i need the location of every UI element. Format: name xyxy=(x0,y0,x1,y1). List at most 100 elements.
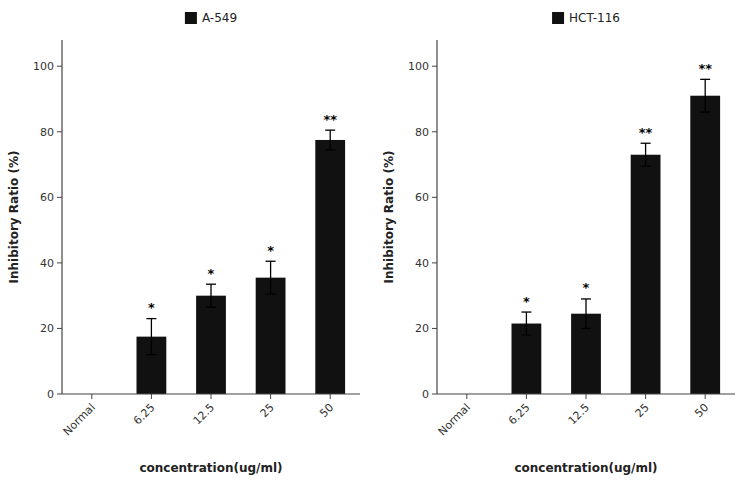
bar xyxy=(256,278,286,394)
y-axis xyxy=(436,40,437,394)
significance: * xyxy=(583,280,590,295)
y-tick-label: 80 xyxy=(40,126,54,139)
error-bar xyxy=(325,130,335,150)
significance: ** xyxy=(323,112,337,127)
error-cap xyxy=(266,293,276,294)
x-tick-label: 12.5 xyxy=(191,401,218,428)
y-tick-label: 0 xyxy=(422,388,429,401)
y-tick xyxy=(57,394,62,395)
error-stem xyxy=(330,130,331,150)
bar xyxy=(196,296,226,394)
x-tick-label: 25 xyxy=(258,401,277,420)
x-tick xyxy=(151,394,152,399)
legend-label: A-549 xyxy=(202,11,237,25)
x-tick-label: 50 xyxy=(692,401,711,420)
y-tick xyxy=(57,66,62,67)
y-tick-label: 0 xyxy=(47,388,54,401)
y-tick xyxy=(57,328,62,329)
error-cap xyxy=(521,311,531,312)
x-tick xyxy=(466,394,467,399)
error-bar xyxy=(641,143,651,166)
y-tick-label: 20 xyxy=(415,322,429,335)
significance: ** xyxy=(639,125,653,140)
error-bar xyxy=(266,261,276,294)
marks xyxy=(137,130,346,394)
error-cap xyxy=(581,298,591,299)
error-stem xyxy=(151,319,152,355)
error-cap xyxy=(325,149,335,150)
error-cap xyxy=(700,111,710,112)
legend: A-549 xyxy=(185,11,237,25)
error-cap xyxy=(146,354,156,355)
y-tick-label: 80 xyxy=(415,126,429,139)
y-tick xyxy=(432,131,437,132)
error-bar xyxy=(146,319,156,355)
error-stem xyxy=(705,79,706,112)
significance: * xyxy=(148,300,155,315)
panel: *****020406080100Normal6.2512.52550conce… xyxy=(7,11,360,475)
bar xyxy=(690,96,720,394)
y-tick-label: 20 xyxy=(40,322,54,335)
x-tick xyxy=(91,394,92,399)
legend-label: HCT-116 xyxy=(569,11,620,25)
figure: *****020406080100Normal6.2512.52550conce… xyxy=(0,0,750,499)
error-bar xyxy=(206,284,216,307)
legend-swatch xyxy=(185,12,197,24)
y-tick xyxy=(432,328,437,329)
x-tick-label: 50 xyxy=(317,401,336,420)
error-cap xyxy=(146,318,156,319)
significance: ** xyxy=(698,61,712,76)
error-cap xyxy=(266,261,276,262)
error-bar xyxy=(521,312,531,335)
error-cap xyxy=(641,143,651,144)
error-cap xyxy=(641,166,651,167)
x-tick-label: 6.25 xyxy=(506,401,533,428)
panel: ******020406080100Normal6.2512.52550conc… xyxy=(382,11,735,475)
significance: * xyxy=(208,266,215,281)
y-tick xyxy=(432,66,437,67)
x-tick xyxy=(705,394,706,399)
x-tick xyxy=(270,394,271,399)
error-bar xyxy=(581,299,591,329)
legend-swatch xyxy=(552,12,564,24)
error-cap xyxy=(325,129,335,130)
error-stem xyxy=(270,261,271,294)
legend-item: HCT-116 xyxy=(552,11,620,25)
y-axis-label: Inhibitory Ratio (%) xyxy=(7,151,21,284)
x-tick xyxy=(645,394,646,399)
error-cap xyxy=(700,79,710,80)
error-cap xyxy=(521,334,531,335)
error-cap xyxy=(581,328,591,329)
legend-item: A-549 xyxy=(185,11,237,25)
x-tick-label: Normal xyxy=(436,401,473,438)
page: {"chart_data": [ {"type": "bar", "catego… xyxy=(0,0,750,499)
x-axis-label: concentration(ug/ml) xyxy=(139,461,282,475)
x-axis-label: concentration(ug/ml) xyxy=(514,461,657,475)
marks xyxy=(512,79,721,394)
x-tick xyxy=(586,394,587,399)
x-tick-label: 12.5 xyxy=(566,401,593,428)
x-tick xyxy=(330,394,331,399)
y-tick xyxy=(57,197,62,198)
x-tick-label: 6.25 xyxy=(131,401,158,428)
y-axis xyxy=(61,40,62,394)
error-stem xyxy=(645,143,646,166)
y-tick-label: 40 xyxy=(415,257,429,270)
y-tick xyxy=(57,262,62,263)
y-axis-label: Inhibitory Ratio (%) xyxy=(382,151,396,284)
error-bar xyxy=(700,79,710,112)
error-stem xyxy=(526,312,527,335)
y-tick-label: 40 xyxy=(40,257,54,270)
y-tick xyxy=(432,262,437,263)
error-stem xyxy=(210,284,211,307)
y-tick-label: 100 xyxy=(408,60,429,73)
y-tick-label: 100 xyxy=(33,60,54,73)
x-tick xyxy=(211,394,212,399)
y-tick-label: 60 xyxy=(415,191,429,204)
y-tick xyxy=(432,197,437,198)
y-tick xyxy=(57,131,62,132)
y-tick xyxy=(432,394,437,395)
error-stem xyxy=(585,299,586,329)
y-tick-label: 60 xyxy=(40,191,54,204)
significance: * xyxy=(267,243,274,258)
